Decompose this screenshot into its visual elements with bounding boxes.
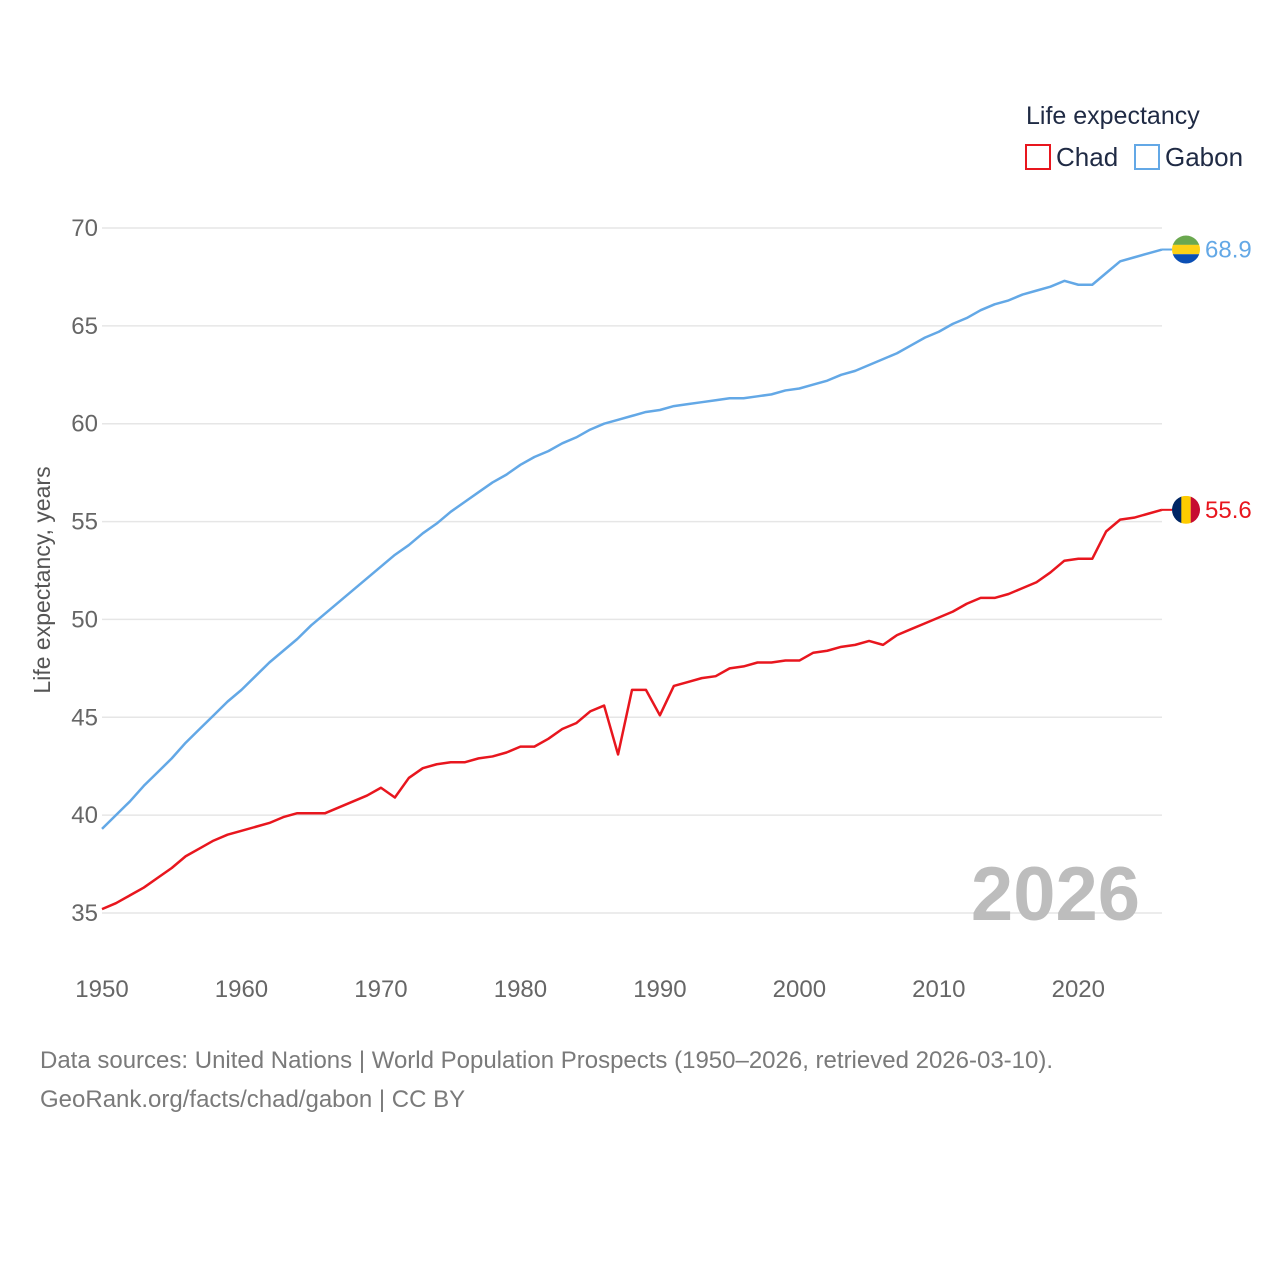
x-tick-label-1950: 1950: [75, 976, 128, 1003]
x-axis-ticks: 1950 1960 1970 1980 1990 2000 2010 2020: [75, 976, 1105, 1003]
series-line-gabon[interactable]: [101, 248, 1163, 830]
end-value-gabon: 68.9: [1205, 237, 1252, 264]
y-tick-label-40: 40: [71, 802, 98, 829]
y-axis-label: Life expectancy, years: [29, 466, 55, 693]
y-tick-label-35: 35: [71, 900, 98, 927]
x-tick-label-2010: 2010: [912, 976, 965, 1003]
x-tick-label-2000: 2000: [773, 976, 826, 1003]
y-tick-label-50: 50: [71, 606, 98, 633]
y-tick-label-45: 45: [71, 704, 98, 731]
source-line-2[interactable]: GeoRank.org/facts/chad/gabon | CC BY: [40, 1086, 466, 1113]
legend-title: Life expectancy: [1026, 102, 1200, 130]
x-tick-label-1970: 1970: [354, 976, 407, 1003]
series-lines: [101, 248, 1163, 911]
chad-flag-icon: [1172, 495, 1200, 524]
legend-item-gabon[interactable]: Gabon: [1134, 142, 1243, 172]
x-tick-label-1980: 1980: [494, 976, 547, 1003]
legend-label-gabon: Gabon: [1165, 142, 1243, 172]
x-tick-label-2020: 2020: [1052, 976, 1105, 1003]
source-line-1: Data sources: United Nations | World Pop…: [40, 1047, 1054, 1074]
gridlines: [102, 227, 1162, 914]
gabon-flag-icon: [1172, 235, 1200, 264]
legend-label-chad: Chad: [1056, 142, 1118, 172]
legend: Life expectancy Chad Gabon: [1025, 102, 1243, 172]
y-tick-label-65: 65: [71, 313, 98, 340]
x-tick-label-1960: 1960: [215, 976, 268, 1003]
x-tick-label-1990: 1990: [633, 976, 686, 1003]
y-tick-label-70: 70: [71, 215, 98, 242]
legend-swatch-chad: [1025, 144, 1051, 170]
end-value-chad: 55.6: [1205, 497, 1252, 524]
year-watermark: 2026: [971, 852, 1140, 937]
y-tick-label-60: 60: [71, 411, 98, 438]
series-end-markers: 55.6 68.9: [1162, 235, 1252, 524]
series-line-chad[interactable]: [101, 508, 1163, 911]
y-axis-ticks: 35 40 45 50 55 60 65 70: [71, 215, 98, 927]
legend-item-chad[interactable]: Chad: [1025, 142, 1118, 172]
y-tick-label-55: 55: [71, 509, 98, 536]
legend-swatch-gabon: [1134, 144, 1160, 170]
